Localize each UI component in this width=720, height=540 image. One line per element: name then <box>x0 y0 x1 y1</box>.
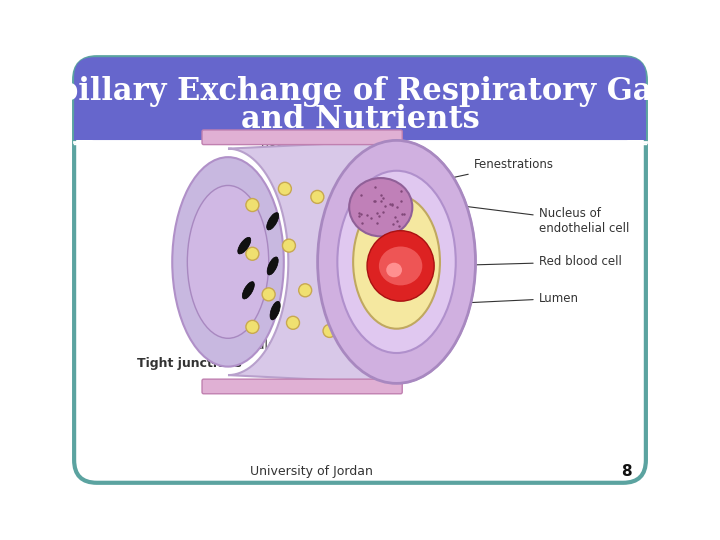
Text: Tight junctions: Tight junctions <box>137 357 241 370</box>
Circle shape <box>279 183 292 195</box>
Text: Capillary Exchange of Respiratory Gases: Capillary Exchange of Respiratory Gases <box>14 76 706 107</box>
Ellipse shape <box>379 246 423 285</box>
Text: Lumen: Lumen <box>435 292 579 305</box>
FancyBboxPatch shape <box>74 57 646 140</box>
Text: Red blood cell: Red blood cell <box>438 255 621 268</box>
Ellipse shape <box>243 282 254 299</box>
Circle shape <box>356 219 369 232</box>
Text: Fenestrations: Fenestrations <box>375 158 554 194</box>
FancyBboxPatch shape <box>202 130 402 145</box>
Text: Nucleus of
endothelial cell: Nucleus of endothelial cell <box>443 204 629 235</box>
Circle shape <box>311 191 324 204</box>
Text: 8: 8 <box>621 464 632 479</box>
Polygon shape <box>228 140 475 383</box>
Circle shape <box>348 247 361 260</box>
Ellipse shape <box>386 263 402 277</box>
Circle shape <box>262 288 275 301</box>
Circle shape <box>246 320 259 333</box>
Circle shape <box>299 284 312 297</box>
Text: Intercellular
clefts: Intercellular clefts <box>210 339 281 367</box>
Ellipse shape <box>187 185 269 338</box>
Text: University of Jordan: University of Jordan <box>250 465 373 478</box>
Bar <box>74 116 646 140</box>
Circle shape <box>319 243 332 256</box>
Circle shape <box>323 325 336 338</box>
Circle shape <box>282 239 295 252</box>
Ellipse shape <box>338 171 456 353</box>
Text: and Nutrients: and Nutrients <box>240 104 480 135</box>
Ellipse shape <box>318 140 475 383</box>
Ellipse shape <box>266 213 279 230</box>
Circle shape <box>246 247 259 260</box>
Ellipse shape <box>349 178 413 237</box>
Ellipse shape <box>172 157 284 367</box>
Circle shape <box>246 199 259 212</box>
Ellipse shape <box>353 195 440 329</box>
Circle shape <box>287 316 300 329</box>
Circle shape <box>336 292 348 305</box>
FancyBboxPatch shape <box>202 379 402 394</box>
Ellipse shape <box>267 257 278 275</box>
Circle shape <box>343 202 356 215</box>
FancyBboxPatch shape <box>74 57 646 483</box>
Text: Basal lamina (cut): Basal lamina (cut) <box>261 136 369 154</box>
Ellipse shape <box>367 231 434 301</box>
Ellipse shape <box>270 301 280 320</box>
Ellipse shape <box>238 237 251 254</box>
